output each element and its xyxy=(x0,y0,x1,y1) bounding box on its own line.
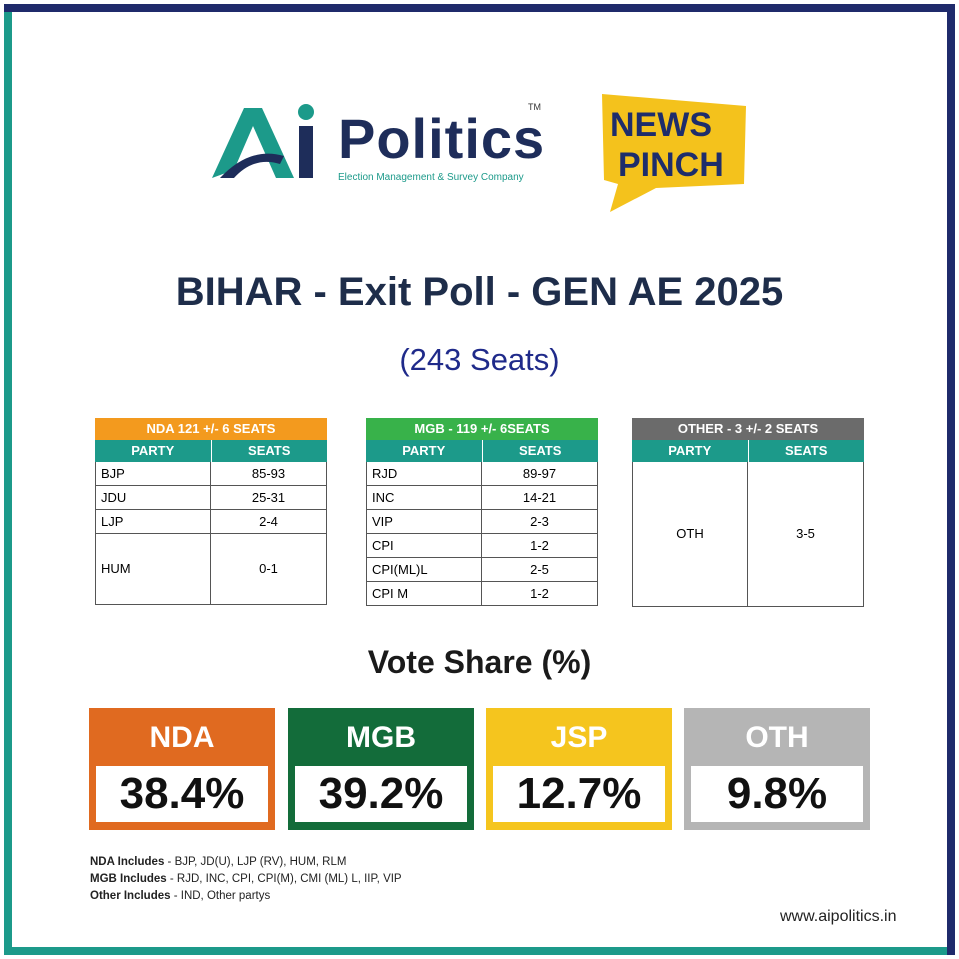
other-column-headers: PARTY SEATS xyxy=(632,440,864,462)
table-row: HUM 0-1 xyxy=(96,534,326,604)
ai-politics-logo: Politics TM Election Management & Survey… xyxy=(210,100,550,190)
seats-cell: 2-4 xyxy=(259,514,278,529)
website-link[interactable]: www.aipolitics.in xyxy=(780,908,897,925)
navy-border xyxy=(4,4,955,955)
party-column-header: PARTY xyxy=(366,440,483,462)
vote-card-value: 12.7% xyxy=(493,766,665,822)
party-cell: LJP xyxy=(96,510,211,533)
mgb-table-header: MGB - 119 +/- 6SEATS xyxy=(366,418,598,440)
other-table-header: OTHER - 3 +/- 2 SEATS xyxy=(632,418,864,440)
table-row: OTH 3-5 xyxy=(633,462,863,606)
party-cell: CPI xyxy=(367,534,482,557)
seats-cell: 3-5 xyxy=(796,526,815,541)
party-cell: CPI M xyxy=(367,582,482,605)
party-cell: VIP xyxy=(367,510,482,533)
other-seat-table: OTHER - 3 +/- 2 SEATS PARTY SEATS OTH 3-5 xyxy=(632,418,864,607)
note-text: - IND, Other partys xyxy=(170,890,271,902)
svg-text:PINCH: PINCH xyxy=(618,146,724,184)
vote-card-value: 39.2% xyxy=(295,766,467,822)
seats-column-header: SEATS xyxy=(785,443,828,458)
mgb-table-body: RJD 89-97 INC 14-21 VIP 2-3 CPI 1-2 CPI(ML)L… xyxy=(366,462,598,606)
nda-column-headers: PARTY SEATS xyxy=(95,440,327,462)
ai-logo-tagline: Election Management & Survey Company xyxy=(338,172,524,183)
news-pinch-logo: NEWS PINCH xyxy=(596,84,756,214)
party-cell: HUM xyxy=(96,534,211,604)
seats-cell: 1-2 xyxy=(530,538,549,553)
note-text: - BJP, JD(U), LJP (RV), HUM, RLM xyxy=(164,856,347,868)
vote-card-value: 38.4% xyxy=(96,766,268,822)
alliance-notes: NDA Includes - BJP, JD(U), LJP (RV), HUM… xyxy=(90,854,402,905)
note-text: - RJD, INC, CPI, CPI(M), CMI (ML) L, IIP… xyxy=(166,873,402,885)
table-row: CPI(ML)L 2-5 xyxy=(367,558,597,582)
vote-card-name: OTH xyxy=(745,721,809,754)
note-label: NDA Includes xyxy=(90,856,165,868)
note-line: MGB Includes - RJD, INC, CPI, CPI(M), CM… xyxy=(90,871,402,888)
table-row: CPI M 1-2 xyxy=(367,582,597,605)
party-cell: INC xyxy=(367,486,482,509)
vote-card-oth: OTH 9.8% xyxy=(684,708,870,830)
party-cell: RJD xyxy=(367,462,482,485)
svg-text:NEWS: NEWS xyxy=(610,106,712,144)
table-row: BJP 85-93 xyxy=(96,462,326,486)
nda-seat-table: NDA 121 +/- 6 SEATS PARTY SEATS BJP 85-93… xyxy=(95,418,327,605)
seats-column-header: SEATS xyxy=(519,443,562,458)
ai-logo-tm: TM xyxy=(528,102,541,112)
mgb-column-headers: PARTY SEATS xyxy=(366,440,598,462)
teal-border xyxy=(4,4,955,955)
note-line: NDA Includes - BJP, JD(U), LJP (RV), HUM… xyxy=(90,854,402,871)
seats-cell: 0-1 xyxy=(259,561,278,576)
table-row: CPI 1-2 xyxy=(367,534,597,558)
note-label: MGB Includes xyxy=(90,873,167,885)
table-row: RJD 89-97 xyxy=(367,462,597,486)
vote-card-name: MGB xyxy=(346,721,416,754)
nda-table-body: BJP 85-93 JDU 25-31 LJP 2-4 HUM 0-1 xyxy=(95,462,327,605)
page-title: BIHAR - Exit Poll - GEN AE 2025 xyxy=(175,270,784,314)
other-table-body: OTH 3-5 xyxy=(632,462,864,607)
party-cell: BJP xyxy=(96,462,211,485)
table-row: VIP 2-3 xyxy=(367,510,597,534)
seats-column-header: SEATS xyxy=(248,443,291,458)
note-line: Other Includes - IND, Other partys xyxy=(90,888,402,905)
seats-cell: 14-21 xyxy=(522,490,557,505)
ai-logo-mark xyxy=(212,104,314,178)
table-row: JDU 25-31 xyxy=(96,486,326,510)
page-subtitle: (243 Seats) xyxy=(399,342,560,377)
seats-cell: 25-31 xyxy=(251,490,286,505)
news-pinch-logo-mark: NEWS PINCH xyxy=(602,94,746,212)
seats-cell: 1-2 xyxy=(530,586,549,601)
vote-card-jsp: JSP 12.7% xyxy=(486,708,672,830)
mgb-seat-table: MGB - 119 +/- 6SEATS PARTY SEATS RJD 89-9… xyxy=(366,418,598,606)
note-label: Other Includes xyxy=(90,890,171,902)
table-row: LJP 2-4 xyxy=(96,510,326,534)
nda-table-header: NDA 121 +/- 6 SEATS xyxy=(95,418,327,440)
party-column-header: PARTY xyxy=(95,440,212,462)
seats-cell: 85-93 xyxy=(251,466,286,481)
vote-card-name: JSP xyxy=(550,721,608,754)
vote-card-value: 9.8% xyxy=(691,766,863,822)
vote-card-mgb: MGB 39.2% xyxy=(288,708,474,830)
party-cell: OTH xyxy=(633,462,748,606)
party-column-header: PARTY xyxy=(632,440,749,462)
vote-card-nda: NDA 38.4% xyxy=(89,708,275,830)
table-row: INC 14-21 xyxy=(367,486,597,510)
seats-cell: 2-3 xyxy=(530,514,549,529)
party-cell: JDU xyxy=(96,486,211,509)
seats-cell: 89-97 xyxy=(522,466,557,481)
vote-share-title: Vote Share (%) xyxy=(367,644,592,680)
vote-card-name: NDA xyxy=(149,721,215,754)
seats-cell: 2-5 xyxy=(530,562,549,577)
ai-logo-word: Politics xyxy=(338,107,546,170)
party-cell: CPI(ML)L xyxy=(367,558,482,581)
